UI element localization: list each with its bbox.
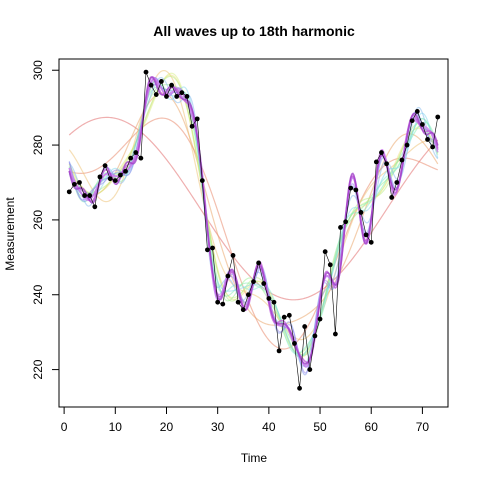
data-point xyxy=(112,178,118,184)
data-point xyxy=(384,161,389,167)
y-tick-label: 300 xyxy=(31,60,45,80)
data-point xyxy=(317,316,323,322)
data-point xyxy=(87,193,93,198)
data-point xyxy=(107,176,113,182)
data-point xyxy=(215,299,221,305)
x-tick-label: 70 xyxy=(416,420,430,434)
data-point xyxy=(194,116,200,122)
x-tick-label: 60 xyxy=(365,420,379,434)
data-point xyxy=(276,348,282,354)
data-point xyxy=(143,69,149,75)
data-point xyxy=(164,94,169,99)
y-tick-label: 220 xyxy=(31,359,45,379)
observed-points-group xyxy=(66,69,441,391)
data-point xyxy=(199,178,205,184)
y-axis: 220 240 260 280 300 xyxy=(31,60,60,380)
y-tick-label: 260 xyxy=(31,210,45,230)
data-point xyxy=(153,92,159,97)
y-tick-label: 240 xyxy=(31,284,45,304)
data-point xyxy=(169,82,175,88)
data-point xyxy=(271,299,277,305)
data-point xyxy=(66,189,72,195)
chart-title: All waves up to 18th harmonic xyxy=(153,23,355,39)
data-point xyxy=(353,187,359,193)
data-point xyxy=(399,157,405,163)
x-tick-label: 50 xyxy=(313,420,327,434)
data-point xyxy=(281,314,287,320)
data-point xyxy=(332,331,338,337)
data-point xyxy=(425,137,430,142)
data-point xyxy=(394,180,400,185)
x-tick-label: 20 xyxy=(160,420,174,434)
data-point xyxy=(312,333,318,339)
data-point xyxy=(414,108,420,114)
data-point xyxy=(266,296,272,301)
data-point xyxy=(368,239,374,245)
data-point xyxy=(292,340,297,346)
data-point xyxy=(261,281,267,286)
data-point xyxy=(251,279,256,285)
data-point xyxy=(123,168,128,174)
data-point xyxy=(148,82,154,88)
data-point xyxy=(71,181,77,187)
data-point xyxy=(286,312,292,318)
data-point xyxy=(435,114,441,120)
data-point xyxy=(240,307,246,313)
data-point xyxy=(174,94,180,99)
data-point xyxy=(404,142,410,148)
data-point xyxy=(373,159,379,165)
data-point xyxy=(128,155,134,161)
data-point xyxy=(409,118,415,124)
data-point xyxy=(343,219,349,225)
data-point xyxy=(138,155,144,161)
data-point xyxy=(205,247,210,253)
data-point xyxy=(358,210,364,215)
y-tick-label: 280 xyxy=(31,135,45,155)
data-point xyxy=(189,123,195,129)
data-point xyxy=(225,273,231,279)
data-point xyxy=(338,224,343,230)
data-point xyxy=(245,292,251,298)
x-tick-label: 10 xyxy=(109,420,123,434)
data-point xyxy=(420,122,425,127)
x-tick-label: 30 xyxy=(211,420,225,434)
y-axis-label: Measurement xyxy=(3,197,17,271)
x-axis: 0 10 20 30 40 50 60 70 xyxy=(61,406,430,434)
data-point xyxy=(256,260,262,266)
data-point xyxy=(210,245,215,251)
x-axis-label: Time xyxy=(241,451,268,465)
data-point xyxy=(235,299,241,305)
data-point xyxy=(389,195,395,200)
data-point xyxy=(327,262,333,268)
data-point xyxy=(92,204,98,210)
data-point xyxy=(133,150,139,155)
data-point xyxy=(82,193,87,198)
harmonic-line-18 xyxy=(68,76,439,365)
data-point xyxy=(158,79,164,84)
data-point xyxy=(297,385,302,391)
data-point xyxy=(220,301,226,307)
data-point xyxy=(430,144,436,150)
data-point xyxy=(179,90,185,96)
data-point xyxy=(184,94,190,99)
x-tick-label: 0 xyxy=(61,420,68,434)
data-point xyxy=(348,185,354,191)
x-tick-label: 40 xyxy=(262,420,276,434)
data-point xyxy=(307,367,313,372)
data-point xyxy=(97,174,103,180)
data-point xyxy=(102,163,108,169)
data-point xyxy=(322,249,328,255)
data-point xyxy=(363,232,369,238)
data-point xyxy=(77,180,82,185)
data-point xyxy=(118,172,123,178)
data-point xyxy=(379,150,384,155)
data-point xyxy=(230,253,236,258)
data-point xyxy=(302,324,308,329)
